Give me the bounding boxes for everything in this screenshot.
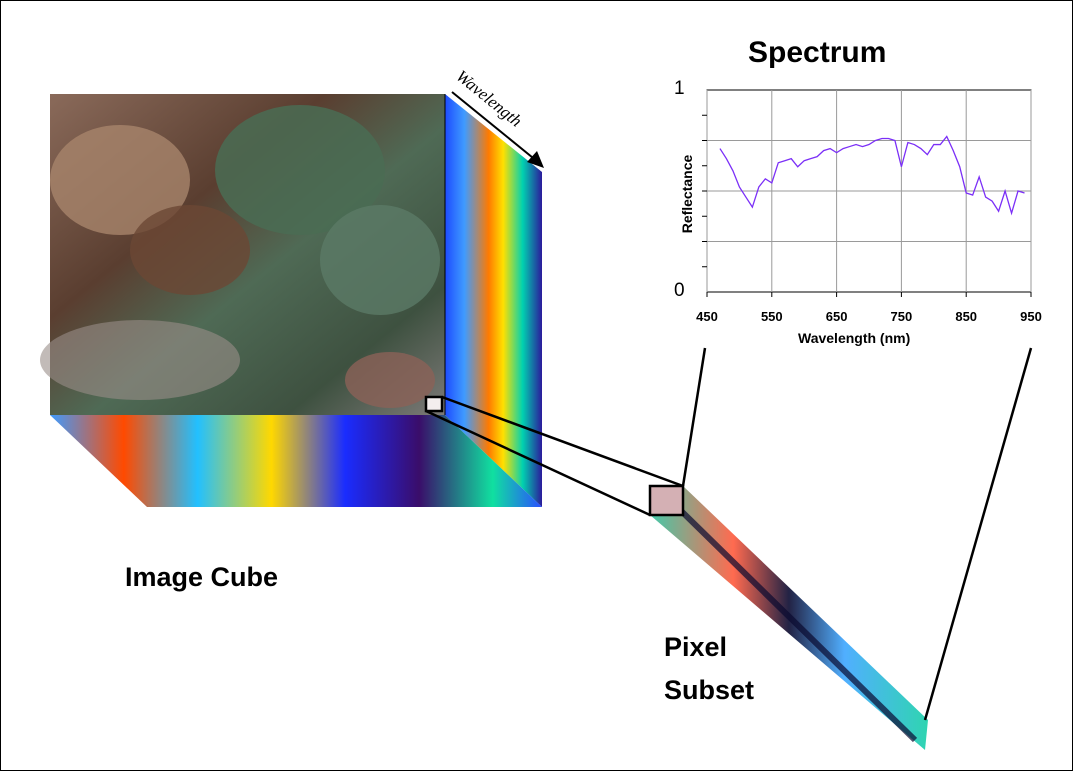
- page-title: Spectrum: [748, 36, 887, 69]
- subset-label-line1: Pixel: [664, 632, 728, 662]
- subset-pixel-box: [648, 484, 685, 517]
- x-tick-label: 850: [955, 309, 978, 324]
- connector-line: [425, 409, 651, 517]
- pixel-subset-bar: [648, 484, 928, 750]
- x-tick-label: 950: [1020, 309, 1042, 324]
- y-tick-label: 1: [674, 78, 685, 99]
- cube-side-face: [445, 94, 542, 507]
- x-tick-label: 650: [825, 309, 848, 324]
- spectrum-plot: [702, 89, 1032, 297]
- spectrum-line: [719, 135, 1025, 216]
- y-axis-label: Reflectance: [679, 154, 695, 234]
- x-tick-label: 750: [890, 309, 913, 324]
- connector-line: [441, 395, 684, 488]
- subset-label-line2: Subset: [664, 675, 755, 705]
- connector-line: [681, 347, 707, 487]
- x-tick-label: 450: [696, 309, 718, 324]
- x-tick-label: 550: [760, 309, 783, 324]
- connector-line: [923, 347, 1033, 721]
- cube-label: Image Cube: [125, 562, 279, 592]
- y-tick-label: 0: [674, 280, 685, 301]
- selected-pixel: [424, 395, 444, 413]
- image-cube: [40, 94, 542, 507]
- x-axis-label: Wavelength (nm): [798, 330, 911, 346]
- cube-bottom-face: [50, 415, 542, 507]
